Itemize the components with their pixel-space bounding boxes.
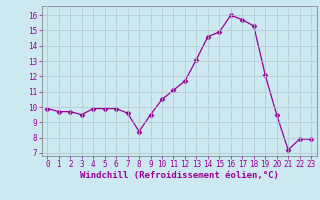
X-axis label: Windchill (Refroidissement éolien,°C): Windchill (Refroidissement éolien,°C) (80, 171, 279, 180)
